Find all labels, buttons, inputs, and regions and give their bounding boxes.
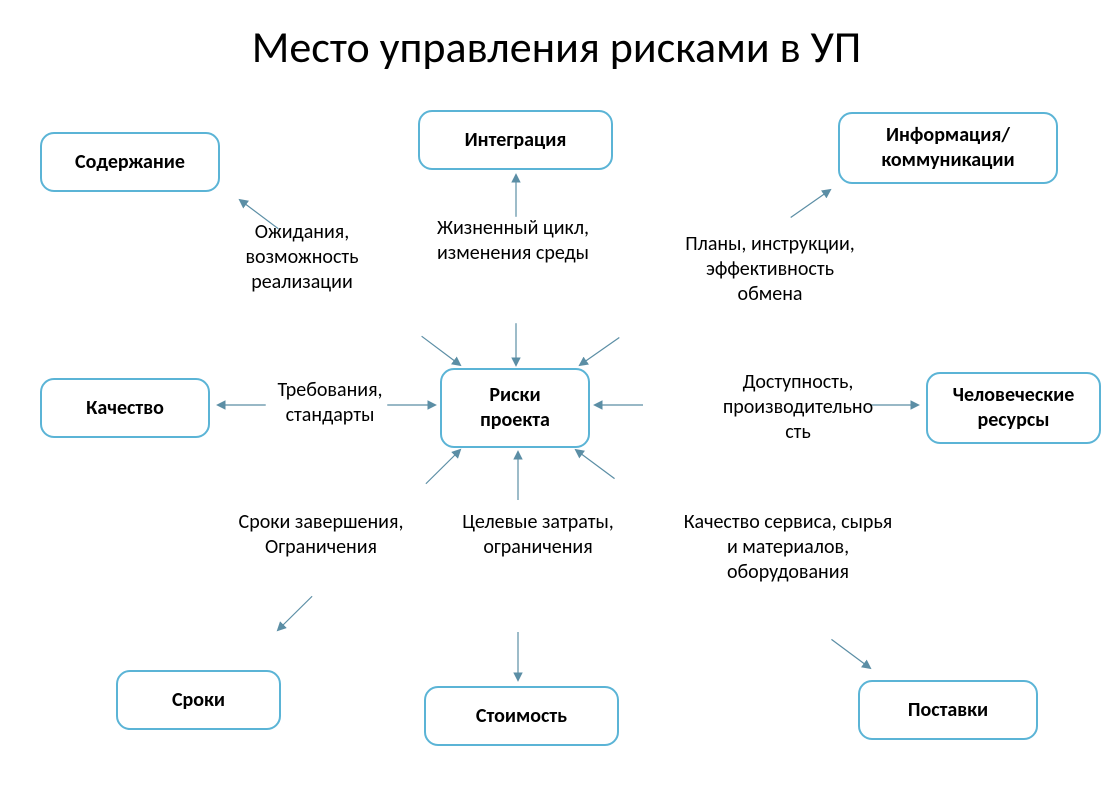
diagram-canvas: Место управления рисками в УП Риски прое… bbox=[0, 0, 1113, 797]
edge-label-l-supply: Качество сервиса, сырья и материалов, об… bbox=[648, 510, 928, 585]
edge-label-l-time: Сроки завершения, Ограничения bbox=[196, 510, 446, 560]
node-content: Содержание bbox=[40, 132, 220, 192]
edge-label-l-content: Ожидания, возможность реализации bbox=[202, 220, 402, 295]
node-quality: Качество bbox=[40, 378, 210, 438]
edge-label-l-info: Планы, инструкции, эффективность обмена bbox=[640, 232, 900, 307]
node-info: Информация/ коммуникации bbox=[838, 112, 1058, 184]
node-time: Сроки bbox=[116, 670, 281, 730]
edge-label-l-integration: Жизненный цикл, изменения среды bbox=[388, 216, 638, 266]
node-integration: Интеграция bbox=[418, 110, 613, 170]
page-title: Место управления рисками в УП bbox=[0, 20, 1113, 74]
edge-label-l-cost: Целевые затраты, ограничения bbox=[428, 510, 648, 560]
edge-label-l-quality: Требования, стандарты bbox=[230, 378, 430, 428]
edge-label-l-hr: Доступность, производительно сть bbox=[688, 370, 908, 445]
node-cost: Стоимость bbox=[424, 686, 619, 746]
node-center-risks: Риски проекта bbox=[440, 368, 590, 448]
node-hr: Человеческие ресурсы bbox=[926, 372, 1101, 444]
node-supply: Поставки bbox=[858, 680, 1038, 740]
